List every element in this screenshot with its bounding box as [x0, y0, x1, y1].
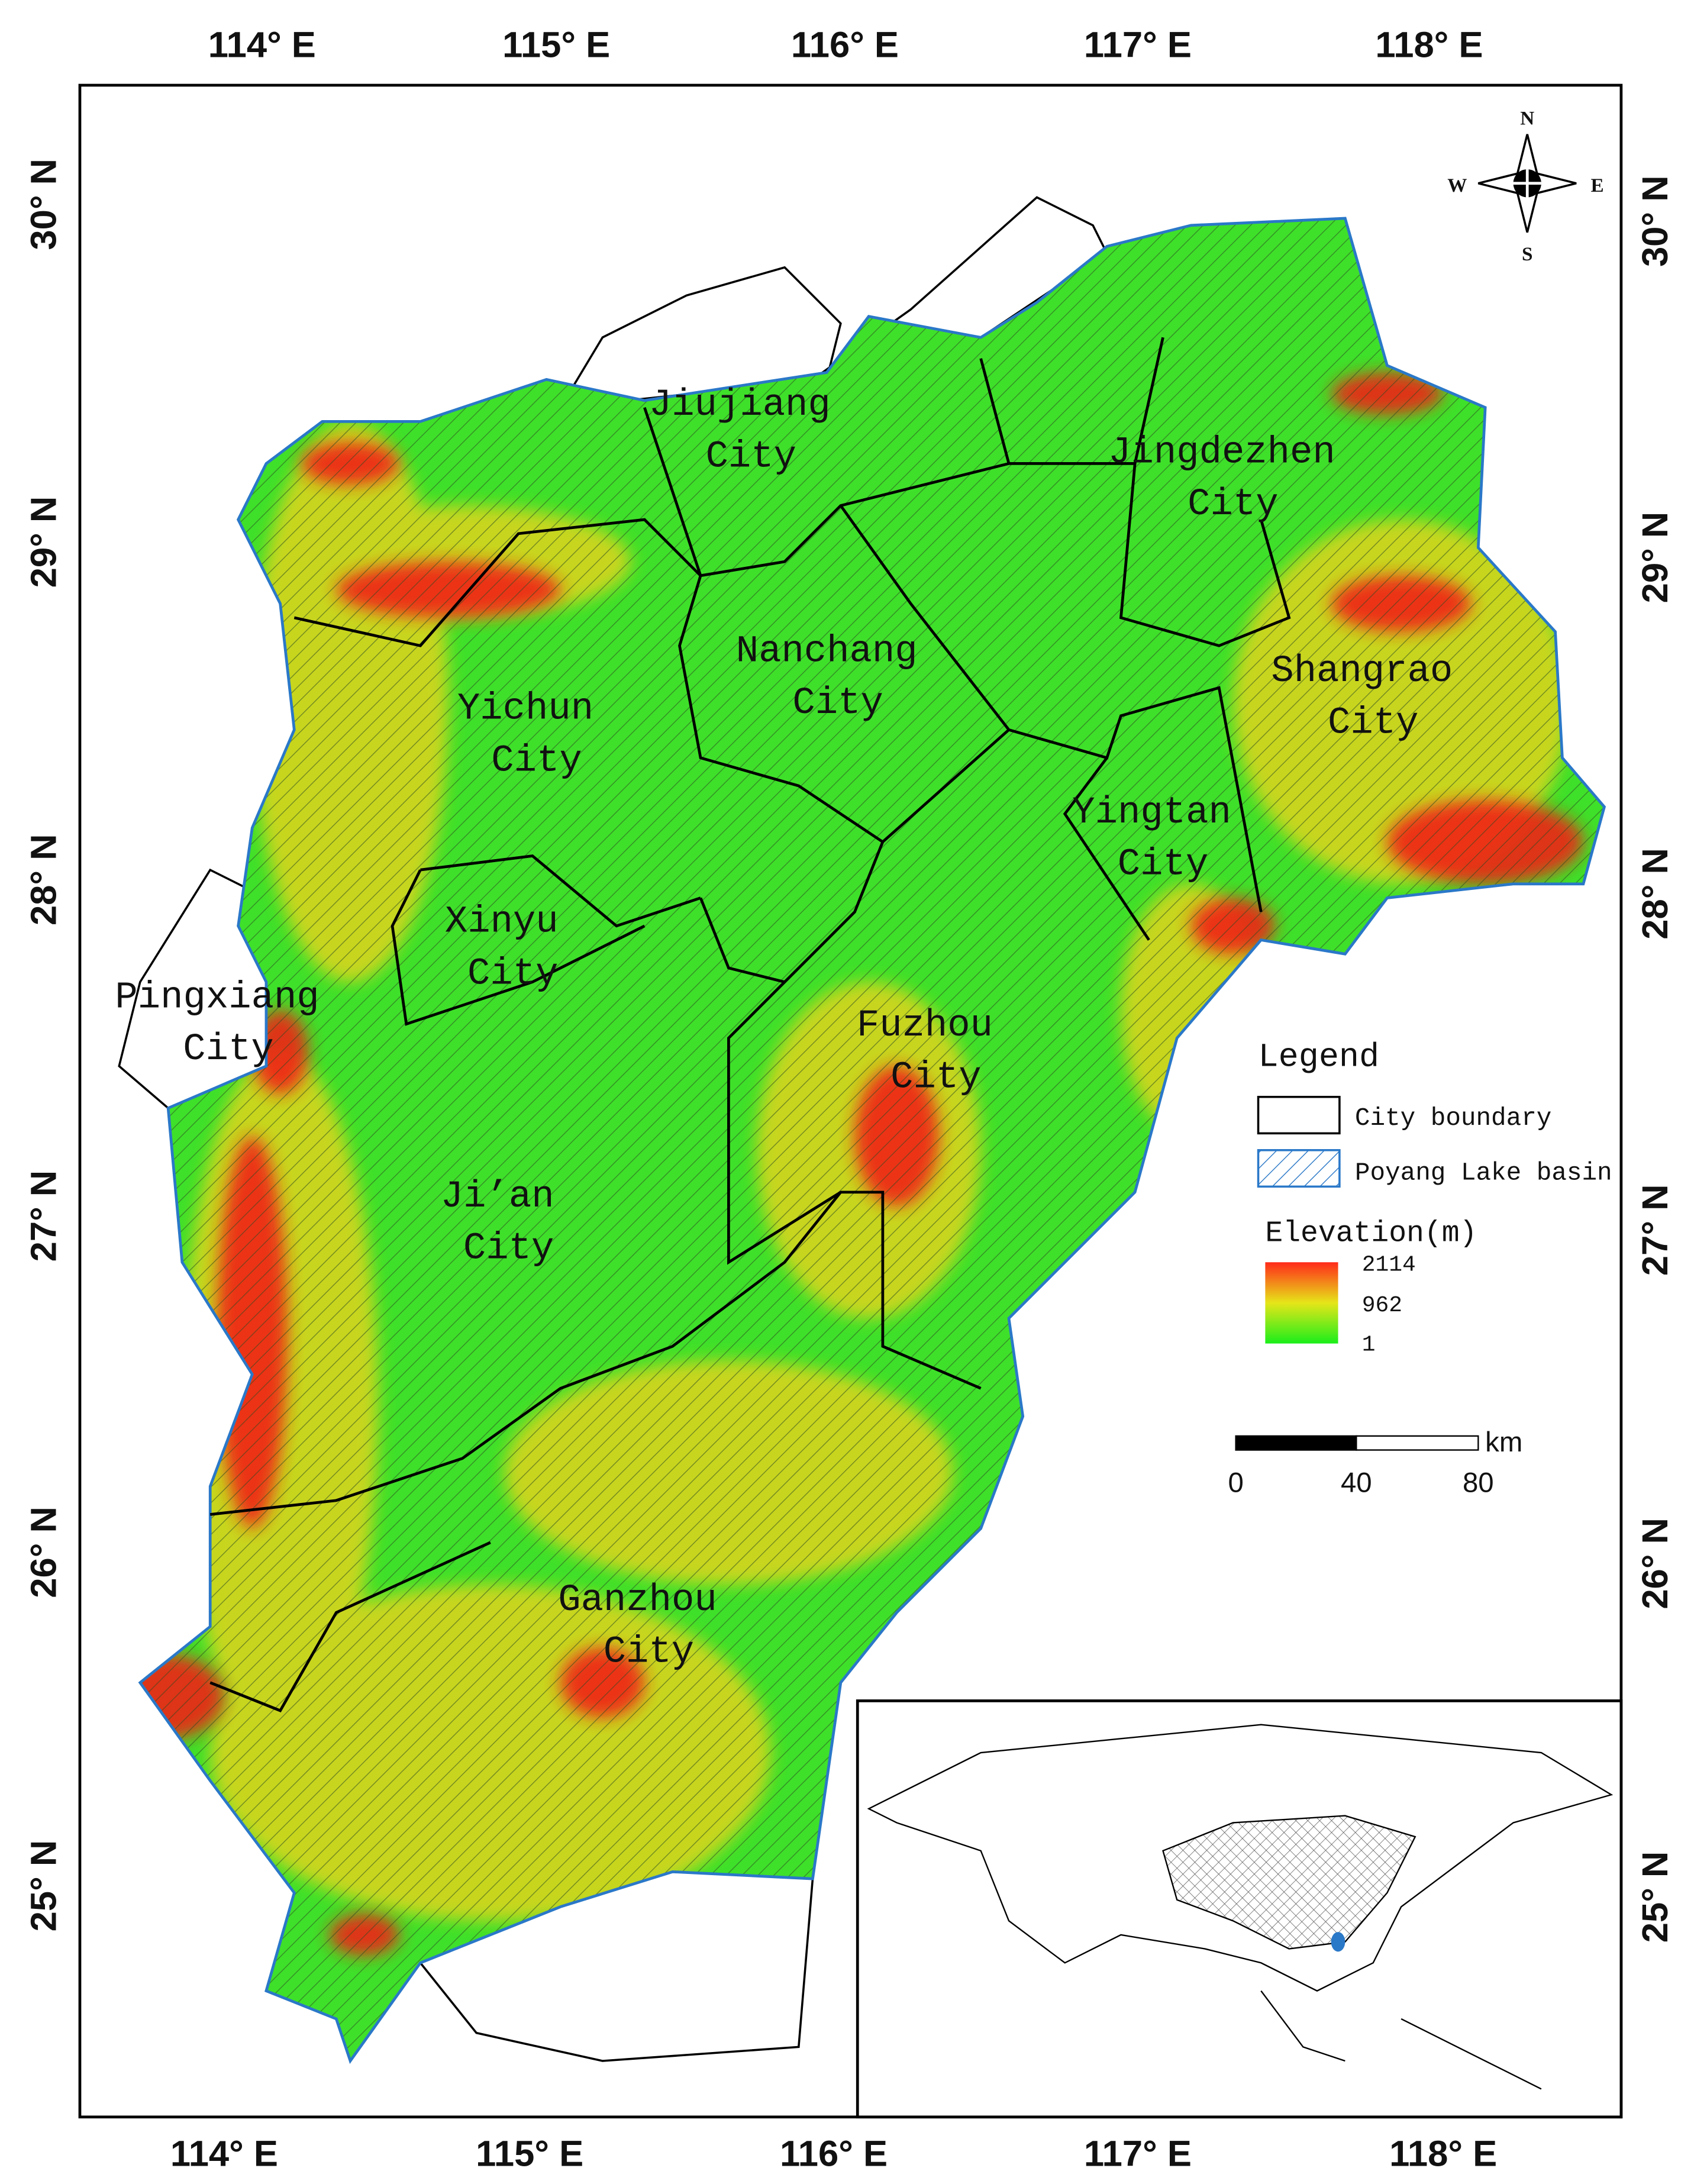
- scale-bar-white: [1356, 1435, 1479, 1451]
- city-name: Ji’an: [441, 1176, 554, 1218]
- lat-label-right: 30° N: [1635, 175, 1676, 267]
- legend-basin-swatch: [1257, 1149, 1341, 1188]
- compass: [1477, 134, 1577, 233]
- city-suffix: City: [604, 1631, 694, 1673]
- city-name: Pingxiang: [115, 977, 319, 1020]
- city-suffix: City: [183, 1028, 273, 1071]
- lat-label-right: 27° N: [1635, 1184, 1676, 1276]
- elevation-label: 1: [1362, 1332, 1376, 1357]
- lat-label-right: 25° N: [1635, 1851, 1676, 1943]
- city-name: Yingtan: [1072, 792, 1231, 834]
- city-boundaries: [209, 337, 1291, 1712]
- scale-label: 0: [1228, 1467, 1243, 1499]
- lat-label-left: 30° N: [24, 159, 64, 250]
- compass-e: E: [1591, 175, 1604, 196]
- scale-bar-black: [1235, 1435, 1357, 1451]
- compass-n: N: [1520, 107, 1534, 129]
- city-suffix: City: [706, 435, 796, 478]
- lon-label-bottom: 115° E: [476, 2134, 583, 2175]
- city-suffix: City: [467, 953, 558, 995]
- elevation-label: 962: [1362, 1293, 1402, 1318]
- lon-label-top: 116° E: [791, 25, 899, 66]
- legend-title: Legend: [1259, 1039, 1380, 1077]
- lon-label-bottom: 114° E: [170, 2134, 278, 2175]
- city-suffix: City: [792, 682, 883, 725]
- lat-label-right: 28° N: [1635, 848, 1676, 940]
- city-name: Fuzhou: [857, 1005, 993, 1047]
- city-suffix: City: [1328, 702, 1418, 744]
- compass-s: S: [1522, 243, 1532, 265]
- city-name: Yichun: [457, 688, 593, 731]
- city-suffix: City: [491, 740, 582, 782]
- lat-label-left: 27° N: [24, 1170, 64, 1262]
- outside-boundaries: [118, 196, 1109, 2062]
- legend-elevation-ramp: [1265, 1262, 1338, 1344]
- lon-label-bottom: 117° E: [1084, 2134, 1192, 2175]
- city-name: Jiujiang: [649, 384, 831, 427]
- lon-label-top: 115° E: [502, 25, 610, 66]
- city-name: Jingdezhen: [1108, 431, 1335, 474]
- lon-label-bottom: 116° E: [780, 2134, 888, 2175]
- legend-item: Poyang Lake basin: [1355, 1159, 1612, 1188]
- scale-label: 80: [1463, 1467, 1494, 1499]
- city-suffix: City: [1118, 844, 1208, 886]
- inset-map: [856, 1699, 1623, 2119]
- elevation-title: Elevation(m): [1265, 1217, 1477, 1250]
- compass-w: W: [1447, 175, 1467, 196]
- city-name: Xinyu: [445, 901, 559, 944]
- lat-label-left: 25° N: [24, 1840, 64, 1932]
- lat-label-right: 26° N: [1635, 1518, 1676, 1609]
- legend-item: City boundary: [1355, 1104, 1551, 1133]
- elevation-label: 2114: [1362, 1252, 1416, 1278]
- lat-label-left: 26° N: [24, 1506, 64, 1598]
- city-name: Nanchang: [736, 631, 918, 673]
- city-name: Ganzhou: [558, 1579, 717, 1622]
- lat-label-left: 29° N: [24, 496, 64, 588]
- scale-label: 40: [1341, 1467, 1372, 1499]
- lon-label-top: 117° E: [1084, 25, 1192, 66]
- lon-label-bottom: 118° E: [1389, 2134, 1497, 2175]
- city-suffix: City: [890, 1057, 981, 1099]
- lon-label-top: 114° E: [208, 25, 316, 66]
- city-suffix: City: [463, 1227, 554, 1270]
- city-suffix: City: [1188, 483, 1278, 526]
- scale-unit: km: [1485, 1427, 1522, 1458]
- lon-label-top: 118° E: [1375, 25, 1483, 66]
- city-name: Shangrao: [1271, 650, 1453, 693]
- lat-label-right: 29° N: [1635, 512, 1676, 604]
- lat-label-left: 28° N: [24, 834, 64, 925]
- legend-boundary-swatch: [1257, 1096, 1341, 1135]
